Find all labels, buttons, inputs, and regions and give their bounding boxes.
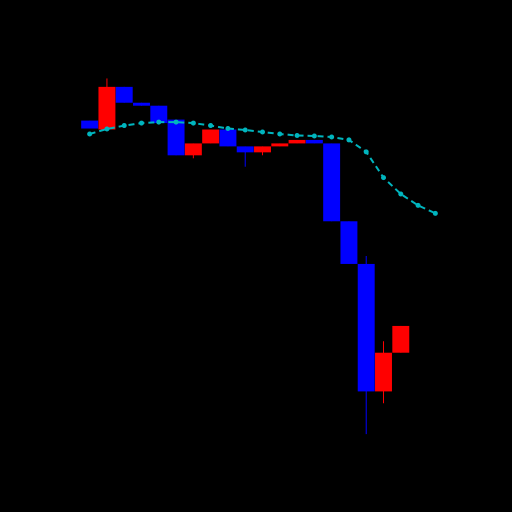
candle-body bbox=[133, 102, 150, 106]
trend-point-18 bbox=[381, 175, 386, 181]
candle-19 bbox=[392, 325, 410, 353]
candle-18 bbox=[375, 341, 392, 404]
trend-point-12 bbox=[277, 131, 283, 137]
candle-body bbox=[357, 263, 375, 392]
trend-point-3 bbox=[121, 123, 127, 129]
candle-body bbox=[375, 352, 392, 392]
candle-8 bbox=[202, 129, 220, 144]
candle-13 bbox=[288, 139, 306, 144]
candles-layer bbox=[81, 78, 410, 435]
trend-point-5 bbox=[156, 119, 162, 125]
candle-17 bbox=[357, 256, 375, 435]
candle-body bbox=[219, 129, 237, 147]
candle-7 bbox=[184, 143, 202, 159]
trend-point-1 bbox=[87, 131, 93, 137]
candle-3 bbox=[115, 86, 133, 103]
trend-point-9 bbox=[225, 126, 231, 132]
trend-point-21 bbox=[432, 210, 438, 216]
candle-body bbox=[340, 221, 358, 264]
trend-point-14 bbox=[311, 133, 317, 139]
candle-11 bbox=[254, 146, 271, 156]
trend-point-13 bbox=[294, 132, 300, 138]
trend-point-19 bbox=[398, 191, 404, 197]
candle-15 bbox=[323, 143, 341, 222]
candle-4 bbox=[133, 102, 150, 106]
candle-body bbox=[305, 139, 323, 144]
trend-point-11 bbox=[260, 129, 265, 135]
trend-point-16 bbox=[346, 137, 352, 143]
trend-point-2 bbox=[104, 126, 110, 132]
trend-point-7 bbox=[190, 120, 196, 126]
candle-body bbox=[254, 146, 271, 153]
trend-point-4 bbox=[139, 120, 144, 126]
candle-body bbox=[81, 120, 99, 129]
candle-body bbox=[184, 143, 202, 156]
trend-point-8 bbox=[208, 123, 214, 129]
candle-body bbox=[98, 86, 116, 130]
candle-body bbox=[115, 86, 133, 103]
trend-point-10 bbox=[242, 127, 248, 133]
candle-body bbox=[167, 119, 185, 156]
candle-body bbox=[150, 105, 168, 124]
candle-9 bbox=[219, 129, 237, 147]
candle-1 bbox=[81, 120, 99, 129]
candle-body bbox=[236, 146, 254, 153]
trend-point-15 bbox=[329, 134, 335, 140]
candle-6 bbox=[167, 119, 185, 156]
candle-16 bbox=[340, 221, 358, 264]
candle-14 bbox=[305, 139, 323, 144]
candle-10 bbox=[236, 146, 254, 167]
candle-12 bbox=[271, 143, 289, 147]
candle-body bbox=[392, 325, 410, 353]
trend-point-17 bbox=[363, 149, 369, 155]
candle-body bbox=[271, 143, 289, 147]
candle-body bbox=[202, 129, 220, 144]
trend-line-layer bbox=[87, 119, 438, 216]
trend-point-6 bbox=[173, 119, 179, 125]
candle-body bbox=[323, 143, 341, 222]
candle-2 bbox=[98, 78, 116, 130]
candle-body bbox=[288, 139, 306, 144]
trend-point-20 bbox=[415, 202, 421, 208]
